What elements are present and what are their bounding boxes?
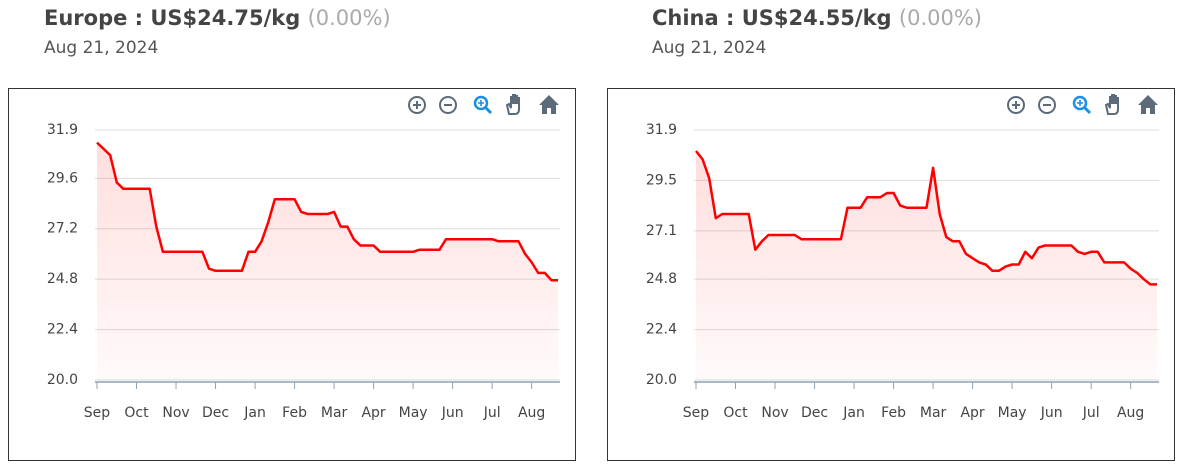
panel: Europe : US$24.75/kg (0.00%) Aug 21, 202…: [0, 0, 580, 465]
y-tick-label: 31.9: [47, 122, 78, 138]
x-tick-label: Mar: [321, 405, 348, 421]
pan-button[interactable]: [1104, 94, 1119, 115]
x-tick-label: Jun: [441, 405, 464, 421]
x-tick-label: Mar: [920, 405, 947, 421]
y-tick-label: 24.8: [646, 271, 677, 287]
x-tick-label: Oct: [723, 405, 748, 421]
header: Europe : US$24.75/kg (0.00%) Aug 21, 202…: [44, 6, 391, 58]
x-tick-label: Dec: [801, 405, 828, 421]
y-tick-label: 24.8: [47, 271, 78, 287]
y-tick-label: 29.5: [646, 172, 677, 188]
y-tick-label: 31.9: [646, 122, 677, 138]
x-tick-label: Jun: [1040, 405, 1063, 421]
area: [97, 142, 558, 380]
x-tick-label: Sep: [84, 405, 111, 421]
x-tick-label: Jul: [1082, 405, 1100, 421]
x-tick-label: Oct: [124, 405, 149, 421]
title: Europe : US$24.75/kg: [44, 6, 301, 30]
y-tick-label: 22.4: [47, 322, 78, 338]
zoom-in-button[interactable]: [408, 96, 426, 114]
line: [695, 150, 1157, 286]
y-tick-label: 22.4: [646, 322, 677, 338]
zoom-out-button[interactable]: [439, 96, 457, 114]
frame: [8, 88, 576, 461]
zoom-out-button[interactable]: [1038, 96, 1056, 114]
x-tick-label: Apr: [361, 405, 385, 421]
chart: 20.0 22.4 24.8 27.2 29.6 31.9 Sep Oct Nov Dec Jan F…: [8, 88, 576, 461]
frame: [607, 88, 1175, 461]
area: [696, 151, 1157, 380]
panel: China : US$24.55/kg (0.00%) Aug 21, 2024…: [600, 0, 1180, 465]
price-title: Europe : US$24.75/kg (0.00%): [44, 6, 391, 30]
y-tick-label: 20.0: [47, 372, 78, 388]
change: (0.00%): [307, 6, 391, 30]
x-tick-label: Jul: [483, 405, 501, 421]
x-tick-label: May: [399, 405, 428, 421]
y-tick-label: 27.2: [47, 221, 78, 237]
chart: 20.0 22.4 24.8 27.1 29.5 31.9 Sep Oct Nov Dec Jan F…: [607, 88, 1175, 461]
x-tick-label: Feb: [282, 405, 307, 421]
x-tick-label: Jan: [243, 405, 266, 421]
x-tick-label: Aug: [1117, 405, 1144, 421]
zoom-button[interactable]: [473, 95, 493, 115]
y-tick-label: 27.1: [646, 223, 677, 239]
toolbar: [1007, 94, 1158, 115]
date: Aug 21, 2024: [44, 38, 159, 58]
zoom-button[interactable]: [1072, 95, 1092, 115]
home-button[interactable]: [539, 95, 559, 114]
home-button[interactable]: [1138, 95, 1158, 114]
zoom-in-button[interactable]: [1007, 96, 1025, 114]
price-title: China : US$24.55/kg (0.00%): [652, 6, 982, 30]
toolbar: [408, 94, 559, 115]
x-tick-label: Nov: [162, 405, 189, 421]
x-tick-label: Sep: [683, 405, 710, 421]
title: China : US$24.55/kg: [652, 6, 892, 30]
y-tick-label: 29.6: [47, 170, 78, 186]
change: (0.00%): [898, 6, 983, 30]
header: China : US$24.55/kg (0.00%) Aug 21, 2024: [652, 6, 982, 58]
line: [96, 141, 558, 282]
y-tick-label: 20.0: [646, 372, 677, 388]
x-tick-label: Dec: [202, 405, 229, 421]
x-tick-label: Feb: [881, 405, 906, 421]
x-tick-label: Apr: [960, 405, 984, 421]
x-tick-label: May: [998, 405, 1027, 421]
x-tick-label: Aug: [518, 405, 545, 421]
x-tick-label: Nov: [761, 405, 788, 421]
date: Aug 21, 2024: [652, 38, 767, 58]
x-tick-label: Jan: [842, 405, 865, 421]
pan-button[interactable]: [505, 94, 520, 115]
